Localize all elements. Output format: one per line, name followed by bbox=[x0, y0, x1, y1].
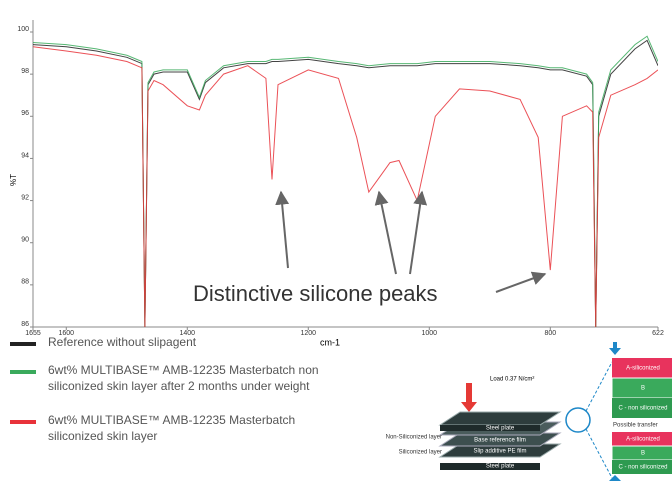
load-label: Load 0.37 N/cm² bbox=[490, 377, 534, 383]
layer-text: C - non siliconized bbox=[618, 406, 667, 412]
x-tick-label: 1400 bbox=[179, 330, 195, 337]
diagram: Load 0.37 N/cm² Steel plate Slip additiv… bbox=[386, 342, 672, 481]
arrow bbox=[409, 190, 428, 275]
arrow bbox=[275, 190, 290, 269]
blue-arrow bbox=[609, 475, 621, 481]
y-tick-label: 86 bbox=[21, 321, 29, 328]
x-tick-label: 1200 bbox=[301, 330, 317, 337]
legend-swatch bbox=[10, 370, 36, 374]
plate-side bbox=[440, 425, 540, 431]
legend-swatch bbox=[10, 420, 36, 424]
layer-label: Non-Siliconized layer bbox=[386, 435, 442, 441]
plate-label: Steel plate bbox=[486, 464, 515, 470]
legend-label: 6wt% MULTIBASE™ AMB-12235 Masterbatch no… bbox=[48, 363, 319, 393]
film bbox=[438, 432, 562, 447]
layer-a bbox=[612, 432, 672, 446]
y-tick-label: 98 bbox=[21, 68, 29, 75]
transfer-label: Possible transfer bbox=[613, 423, 658, 429]
film-label: Slip additive PE film bbox=[473, 449, 526, 455]
series-line bbox=[33, 39, 658, 327]
layer-text: B bbox=[641, 386, 645, 392]
zoom-line bbox=[585, 361, 613, 412]
legend-label: 6wt% MULTIBASE™ AMB-12235 Masterbatch si… bbox=[48, 413, 296, 443]
y-axis-label: %T bbox=[9, 174, 18, 186]
x-tick-label: 1655 bbox=[25, 330, 41, 337]
series-line bbox=[33, 46, 658, 327]
legend-label: Reference without slipagent bbox=[48, 335, 197, 349]
legend-swatch bbox=[10, 342, 36, 346]
film-label: Base reference film bbox=[474, 438, 526, 444]
arrow bbox=[495, 271, 547, 293]
layer-label: Siliconized layer bbox=[399, 450, 442, 456]
x-tick-label: 1600 bbox=[58, 330, 74, 337]
annotation: Distinctive silicone peaks bbox=[190, 190, 547, 310]
arrow bbox=[374, 190, 397, 275]
layer-c bbox=[612, 398, 672, 418]
y-tick-label: 92 bbox=[21, 194, 29, 201]
series-line bbox=[33, 35, 658, 327]
layer-text: C - non siliconized bbox=[618, 465, 667, 471]
y-tick-label: 88 bbox=[21, 279, 29, 286]
layer-a bbox=[612, 358, 672, 378]
zoom-circle bbox=[565, 407, 591, 433]
plate bbox=[438, 411, 562, 426]
annotation-bg bbox=[190, 280, 495, 310]
x-tick-label: 800 bbox=[544, 330, 556, 337]
load-arrow-head bbox=[461, 402, 477, 412]
blue-arrow bbox=[609, 342, 621, 355]
x-axis-label: cm-1 bbox=[320, 337, 340, 347]
layer-text: B bbox=[641, 451, 645, 457]
y-tick-label: 90 bbox=[21, 237, 29, 244]
plate-side bbox=[440, 463, 540, 470]
plate-label: Steel plate bbox=[486, 426, 515, 432]
x-tick-label: 1000 bbox=[422, 330, 438, 337]
x-tick-label: 622 bbox=[652, 330, 664, 337]
y-tick-label: 100 bbox=[17, 26, 29, 33]
y-tick-label: 96 bbox=[21, 110, 29, 117]
layer-text: A-siliconized bbox=[626, 437, 660, 443]
layer-c bbox=[612, 460, 672, 474]
y-tick-label: 94 bbox=[21, 152, 29, 159]
plate bbox=[438, 443, 562, 458]
plot-area bbox=[33, 35, 658, 327]
zoom-line bbox=[585, 428, 613, 479]
layer-text: A-siliconized bbox=[626, 366, 660, 372]
annotation-text: Distinctive silicone peaks bbox=[193, 281, 438, 306]
